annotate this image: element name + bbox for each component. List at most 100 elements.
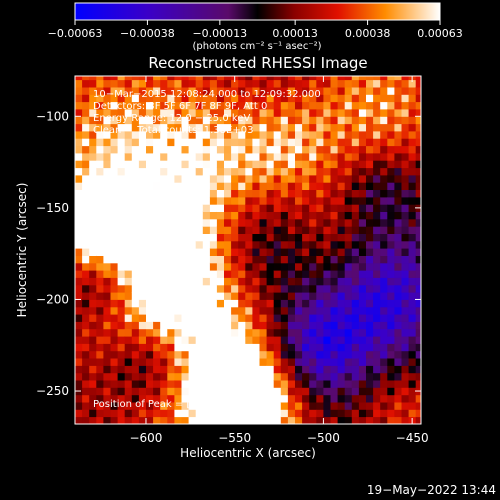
heatmap-cell xyxy=(344,240,353,249)
heatmap-cell xyxy=(160,328,168,337)
heatmap-cell xyxy=(387,189,395,198)
heatmap-cell xyxy=(174,152,182,161)
heatmap-cell xyxy=(394,336,402,344)
heatmap-cell xyxy=(259,299,268,308)
heatmap-cell xyxy=(238,204,246,212)
heatmap-cell xyxy=(366,350,374,359)
heatmap-cell xyxy=(238,284,246,293)
heatmap-cell xyxy=(82,372,90,381)
heatmap-cell xyxy=(153,94,161,103)
heatmap-cell xyxy=(167,101,175,110)
heatmap-cell xyxy=(394,182,402,190)
heatmap-cell xyxy=(202,306,211,315)
heatmap-cell xyxy=(373,196,381,205)
heatmap-cell xyxy=(287,130,296,139)
x-axis-ticks: −600 −550 −500 −450 xyxy=(129,76,429,445)
heatmap-cell xyxy=(302,167,310,176)
heatmap-cell xyxy=(408,204,417,212)
heatmap-cell xyxy=(401,152,410,161)
heatmap-cell xyxy=(245,402,253,410)
heatmap-cell xyxy=(131,387,140,396)
heatmap-cell xyxy=(209,101,218,110)
heatmap-cell xyxy=(380,416,388,424)
heatmap-cell xyxy=(131,196,140,205)
heatmap-cell xyxy=(401,211,410,220)
heatmap-cell xyxy=(103,123,111,132)
heatmap-cell xyxy=(280,255,289,264)
heatmap-cell xyxy=(287,160,296,169)
heatmap-cell xyxy=(103,284,111,293)
heatmap-cell xyxy=(330,350,339,359)
heatmap-cell xyxy=(273,284,282,293)
heatmap-cell xyxy=(131,343,140,352)
y-tick-label: −200 xyxy=(36,292,69,306)
heatmap-cell xyxy=(408,226,417,234)
heatmap-cell xyxy=(323,372,331,381)
heatmap-cell xyxy=(202,174,211,183)
heatmap-cell xyxy=(330,314,339,322)
heatmap-cell xyxy=(195,394,204,403)
heatmap-cell xyxy=(110,328,119,337)
heatmap-cell xyxy=(146,321,154,330)
heatmap-cell xyxy=(366,321,374,330)
heatmap-cell xyxy=(202,218,211,227)
heatmap-cell xyxy=(415,130,421,139)
heatmap-cell xyxy=(394,87,402,95)
heatmap-cell xyxy=(195,145,204,154)
heatmap-cell xyxy=(89,152,97,161)
heatmap-cell xyxy=(295,306,303,315)
heatmap-cell xyxy=(394,76,402,81)
heatmap-cell xyxy=(160,218,168,227)
heatmap-cell xyxy=(280,138,289,147)
heatmap-cell xyxy=(252,211,260,220)
heatmap-cell xyxy=(138,79,147,88)
heatmap-cell xyxy=(245,248,253,256)
heatmap-cell xyxy=(75,211,83,220)
heatmap-cell xyxy=(302,116,310,125)
heatmap-cell xyxy=(153,189,161,198)
heatmap-cell xyxy=(82,380,90,388)
heatmap-cell xyxy=(103,343,111,352)
heatmap-cell xyxy=(224,365,232,374)
heatmap-cell xyxy=(408,196,417,205)
heatmap-cell xyxy=(202,314,211,322)
heatmap-cell xyxy=(273,358,282,366)
heatmap-cell xyxy=(387,167,395,176)
heatmap-cell xyxy=(394,138,402,147)
heatmap-cell xyxy=(131,262,140,271)
heatmap-cell xyxy=(415,416,421,424)
heatmap-cell xyxy=(131,152,140,161)
heatmap-cell xyxy=(287,409,296,418)
heatmap-cell xyxy=(373,130,381,139)
heatmap-cell xyxy=(181,196,190,205)
heatmap-cell xyxy=(316,123,324,132)
heatmap-cell xyxy=(174,248,182,256)
heatmap-cell xyxy=(401,138,410,147)
heatmap-cell xyxy=(401,204,410,212)
heatmap-cell xyxy=(160,138,168,147)
colorbar xyxy=(74,2,441,21)
heatmap-cell xyxy=(373,211,381,220)
annotation-time: 10−Mar−2015 12:08:24.000 to 12:09:32.000 xyxy=(93,89,321,100)
heatmap-cell xyxy=(309,76,317,81)
heatmap-cell xyxy=(117,394,126,403)
heatmap-cell xyxy=(309,240,317,249)
heatmap-cell xyxy=(387,130,395,139)
heatmap-cell xyxy=(224,94,232,103)
heatmap-cell xyxy=(266,321,275,330)
heatmap-cell xyxy=(330,240,339,249)
heatmap-cell xyxy=(131,372,140,381)
heatmap-cell xyxy=(209,226,218,234)
heatmap-cell xyxy=(174,328,182,337)
heatmap-cell xyxy=(96,145,104,154)
heatmap-cell xyxy=(280,372,289,381)
heatmap-cell xyxy=(380,233,388,242)
heatmap-cell xyxy=(287,87,296,95)
heatmap-cell xyxy=(131,109,140,117)
heatmap-cell xyxy=(202,336,211,344)
heatmap-cell xyxy=(188,387,197,396)
heatmap-cell xyxy=(216,87,225,95)
heatmap-cell xyxy=(366,189,374,198)
heatmap-cell xyxy=(96,196,104,205)
heatmap-cell xyxy=(231,101,239,110)
